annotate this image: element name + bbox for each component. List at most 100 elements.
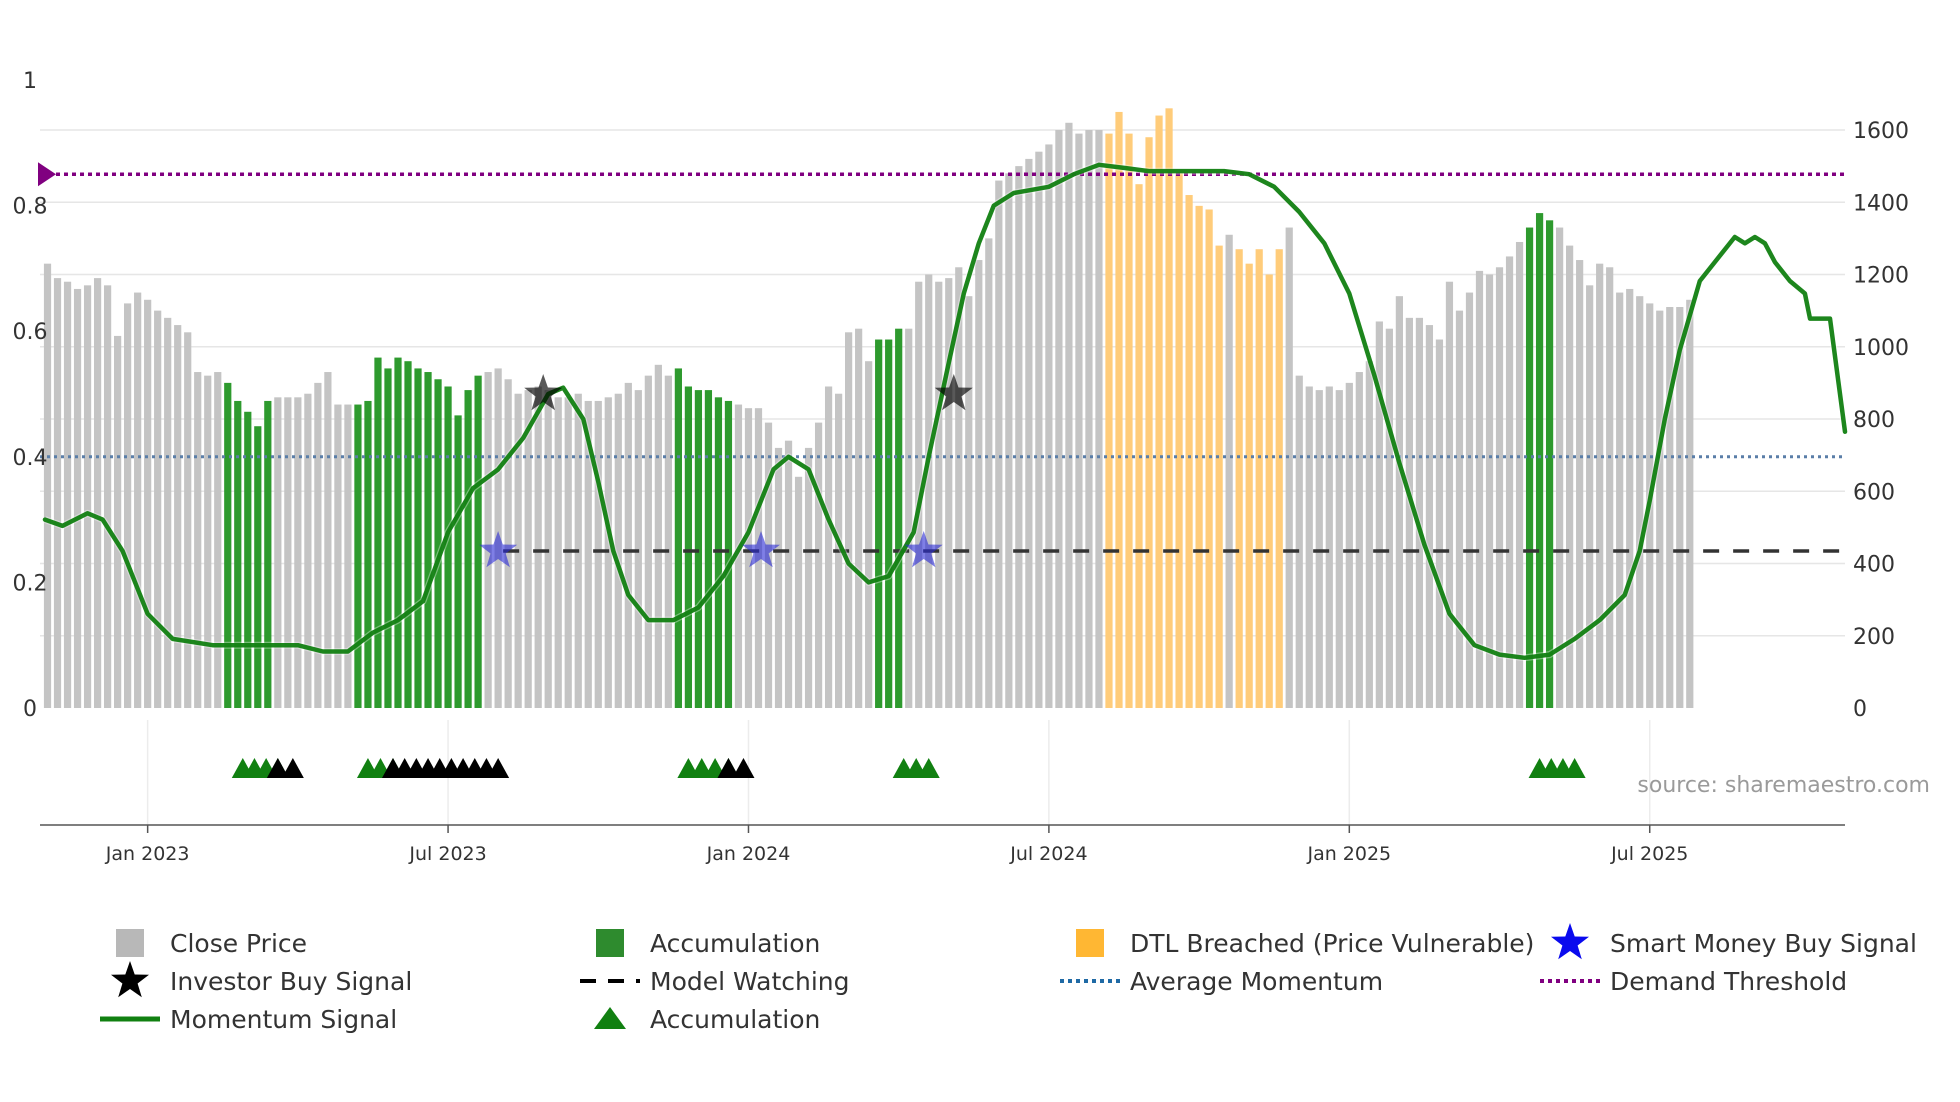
right-axis-tick-label: 1200 bbox=[1853, 264, 1909, 289]
price-bar bbox=[814, 422, 823, 708]
accumulation-triangles bbox=[231, 758, 1586, 778]
price-bar bbox=[154, 310, 162, 708]
left-axis-tick-label: 1 bbox=[23, 69, 37, 94]
price-bar bbox=[1545, 220, 1554, 708]
price-bar bbox=[1375, 321, 1383, 708]
left-axis-tick-label: 0.8 bbox=[13, 195, 48, 220]
price-bar bbox=[274, 397, 282, 708]
price-bar bbox=[945, 278, 953, 708]
price-bar bbox=[1566, 245, 1574, 708]
price-bar bbox=[1485, 274, 1494, 708]
price-bar bbox=[634, 390, 642, 708]
price-bar bbox=[164, 317, 172, 708]
price-bar bbox=[624, 382, 632, 708]
price-bar bbox=[1255, 249, 1263, 708]
price-bar bbox=[103, 285, 112, 708]
price-bar bbox=[83, 285, 92, 708]
smart-money-buy-star bbox=[479, 531, 518, 568]
price-bar bbox=[855, 328, 863, 708]
price-bar bbox=[584, 400, 592, 708]
price-bar bbox=[965, 296, 973, 708]
price-bar bbox=[1085, 130, 1093, 708]
price-bar bbox=[254, 426, 262, 708]
price-bar bbox=[1055, 130, 1063, 708]
price-bar bbox=[304, 393, 312, 708]
price-bar bbox=[93, 278, 102, 708]
price-bar bbox=[1455, 310, 1464, 708]
price-bar bbox=[1445, 281, 1454, 708]
x-axis-tick-label: Jan 2024 bbox=[706, 843, 791, 865]
legend-item: Model Watching bbox=[580, 967, 850, 996]
reference-lines bbox=[38, 162, 1845, 553]
right-axis-tick-label: 1000 bbox=[1853, 336, 1909, 361]
price-bar bbox=[1315, 390, 1323, 708]
price-bar bbox=[1045, 144, 1053, 708]
legend: Close Price Accumulation DTL Breached (Pri… bbox=[100, 923, 1917, 1034]
x-axis-tick-label: Jan 2025 bbox=[1306, 843, 1391, 865]
price-bar bbox=[684, 386, 693, 708]
price-bar bbox=[875, 339, 883, 708]
price-bar bbox=[1355, 372, 1363, 708]
price-bar bbox=[1676, 307, 1684, 708]
price-bar bbox=[1626, 288, 1634, 708]
price-bar bbox=[644, 375, 652, 708]
price-bar bbox=[975, 260, 983, 708]
right-axis-tick-label: 200 bbox=[1853, 625, 1895, 650]
legend-label: Accumulation bbox=[650, 929, 820, 958]
price-bar bbox=[664, 375, 672, 708]
price-bar bbox=[314, 382, 322, 708]
price-bar bbox=[1135, 184, 1143, 708]
price-bar bbox=[1425, 325, 1434, 708]
price-bar bbox=[895, 328, 903, 708]
left-axis-tick-label: 0 bbox=[23, 697, 37, 722]
legend-star-icon bbox=[1551, 923, 1589, 960]
price-bar bbox=[124, 303, 132, 708]
legend-item: Demand Threshold bbox=[1540, 967, 1847, 996]
legend-label: DTL Breached (Price Vulnerable) bbox=[1130, 929, 1534, 958]
legend-square-icon bbox=[1076, 929, 1104, 957]
legend-square-icon bbox=[116, 929, 144, 957]
accumulation-triangle bbox=[281, 758, 304, 778]
legend-item: Close Price bbox=[116, 929, 307, 958]
price-bar bbox=[324, 372, 332, 708]
price-bar bbox=[845, 332, 853, 708]
price-bar bbox=[1065, 122, 1073, 708]
price-bar bbox=[1365, 361, 1373, 708]
price-bar bbox=[1245, 263, 1253, 708]
accumulation-triangle bbox=[266, 758, 289, 778]
legend-star-icon bbox=[111, 961, 149, 998]
price-bar bbox=[1275, 249, 1283, 708]
left-axis-tick-label: 0.2 bbox=[13, 571, 48, 596]
price-bar bbox=[704, 390, 713, 708]
legend-label: Average Momentum bbox=[1130, 967, 1383, 996]
price-bar bbox=[1335, 390, 1343, 708]
legend-item: Accumulation bbox=[596, 929, 820, 958]
legend-item: Investor Buy Signal bbox=[111, 961, 412, 998]
price-bar bbox=[504, 379, 512, 708]
price-bar bbox=[1636, 296, 1644, 708]
price-bar bbox=[554, 397, 562, 708]
signal-markers bbox=[479, 374, 973, 568]
price-bar bbox=[955, 267, 963, 708]
price-bar bbox=[394, 357, 402, 708]
price-bar bbox=[1586, 285, 1594, 708]
price-bar bbox=[1025, 158, 1033, 708]
price-bar bbox=[1505, 256, 1514, 708]
price-bar bbox=[1115, 111, 1123, 708]
price-bar bbox=[484, 372, 492, 708]
price-bar bbox=[1095, 130, 1103, 708]
price-bar bbox=[1295, 375, 1303, 708]
price-bar bbox=[414, 368, 422, 708]
legend-item: DTL Breached (Price Vulnerable) bbox=[1076, 929, 1534, 958]
legend-item: Momentum Signal bbox=[100, 1005, 397, 1034]
price-bar bbox=[1606, 267, 1614, 708]
x-axis-tick-label: Jul 2023 bbox=[408, 843, 486, 865]
price-bar bbox=[114, 335, 122, 708]
price-bar bbox=[985, 238, 993, 708]
price-bars bbox=[43, 108, 1694, 709]
price-bar bbox=[224, 382, 232, 708]
price-bar bbox=[53, 278, 62, 708]
price-bar bbox=[794, 476, 803, 708]
legend-label: Demand Threshold bbox=[1610, 967, 1847, 996]
